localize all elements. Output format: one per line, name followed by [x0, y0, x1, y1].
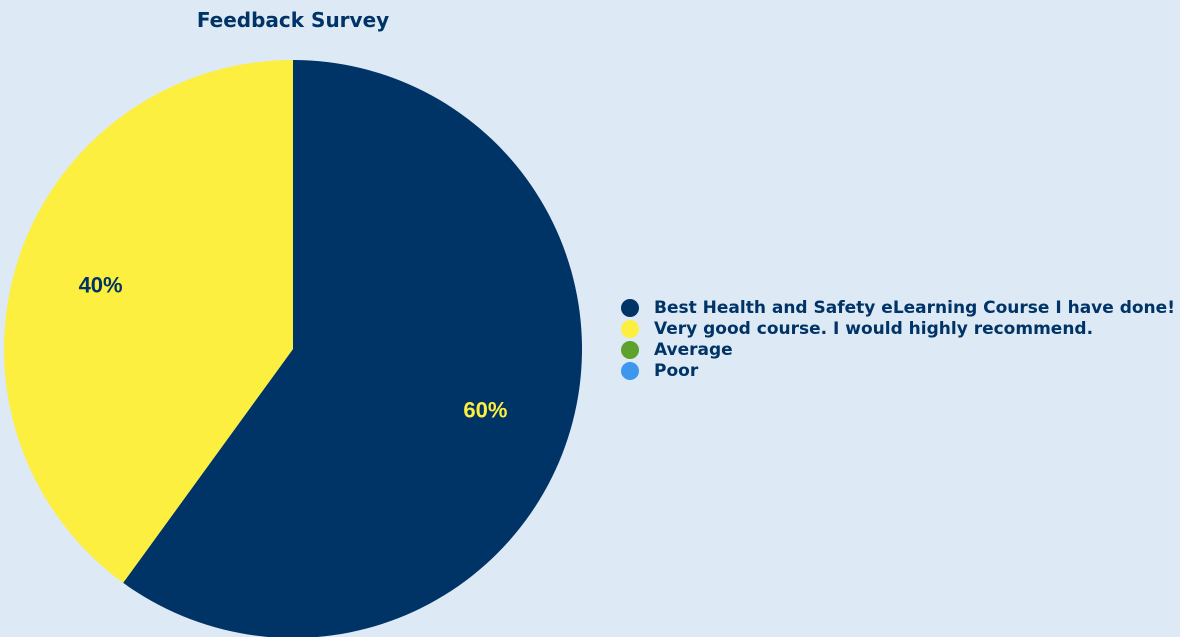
legend-label-4: Poor: [654, 361, 699, 381]
chart-title: Feedback Survey: [197, 8, 389, 32]
legend-marker-4: [621, 362, 639, 380]
legend-marker-1: [621, 299, 639, 317]
slice-value-label-2: 40%: [79, 272, 123, 297]
pie-slice-labels: 60% 40%: [79, 272, 508, 422]
legend-label-1: Best Health and Safety eLearning Course …: [654, 298, 1175, 318]
legend-marker-2: [621, 320, 639, 338]
slice-value-label-1: 60%: [463, 397, 507, 422]
pie-slice-1: [123, 60, 582, 637]
pie-slices: [4, 60, 582, 637]
legend-label-2: Very good course. I would highly recomme…: [654, 319, 1093, 339]
legend: Best Health and Safety eLearning Course …: [621, 298, 1175, 381]
legend-label-3: Average: [654, 340, 733, 360]
pie-slice-2: [4, 60, 294, 583]
legend-marker-3: [621, 341, 639, 359]
